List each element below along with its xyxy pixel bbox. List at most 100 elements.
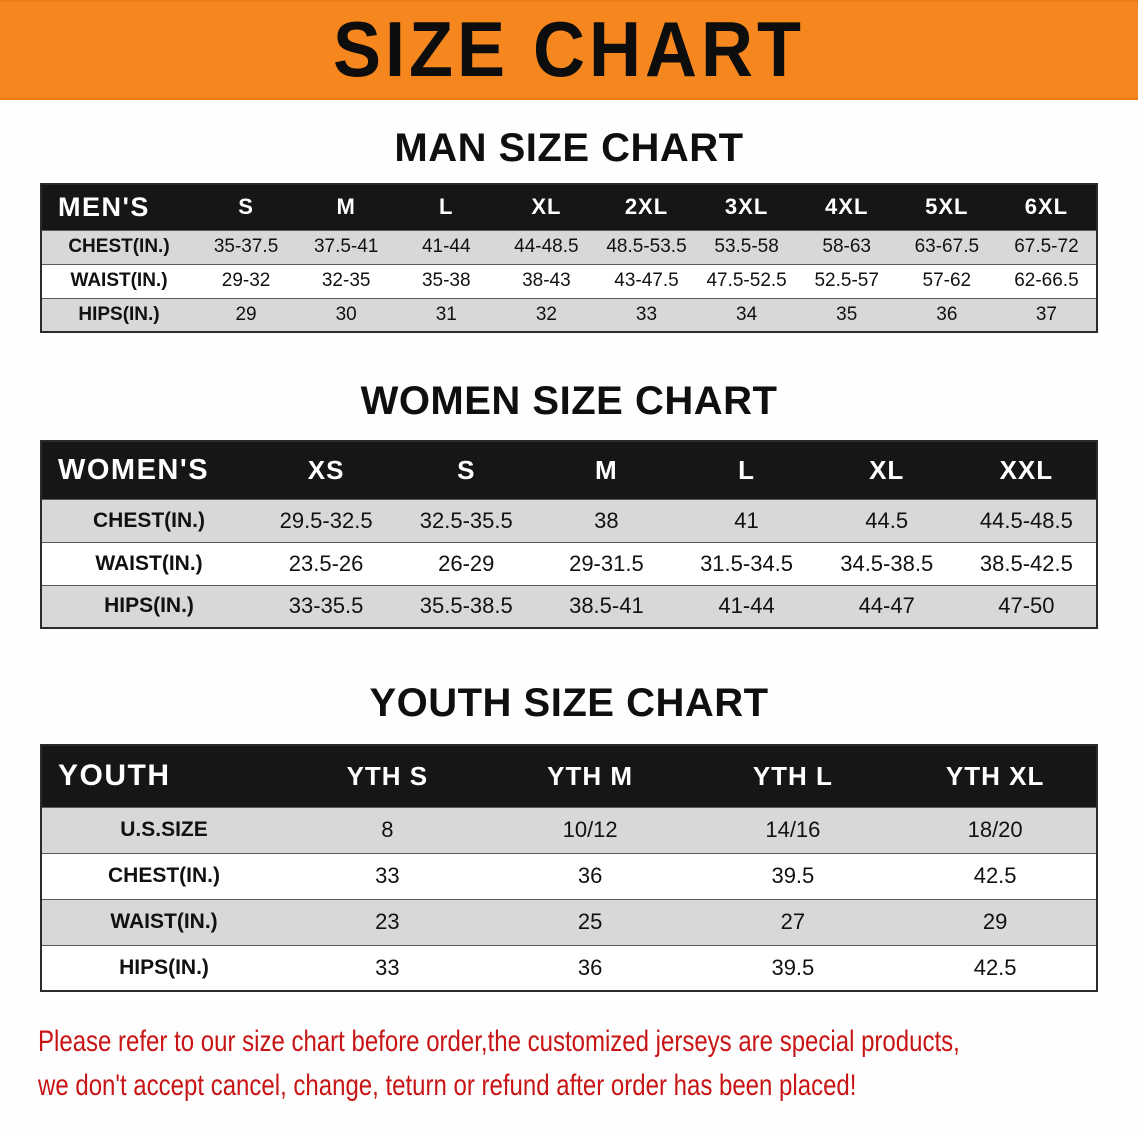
page-title: SIZE CHART (333, 6, 805, 94)
value-cell: 32-35 (321, 270, 371, 291)
value-cell: 38-43 (522, 270, 571, 291)
table-title-cell: YOUTH (58, 759, 171, 793)
value-cell: 41-44 (718, 593, 775, 619)
women-section-heading: WOMEN SIZE CHART (360, 379, 778, 423)
value-cell: 25 (577, 909, 603, 934)
value-cell: 27 (780, 909, 806, 934)
value-cell: 34.5-38.5 (840, 550, 934, 576)
value-cell: 31.5-34.5 (700, 550, 794, 576)
value-cell: 23.5-26 (288, 550, 364, 576)
size-header-cell: 5XL (925, 194, 969, 220)
youth-size-section: YOUTH SIZE CHART YOUTH YTH S YTH M YTH L YTH… (0, 681, 1138, 992)
value-cell: 8 (381, 817, 394, 842)
youth-section-heading: YOUTH SIZE CHART (369, 681, 769, 725)
table-row: U.S.SIZE 8 10/12 14/16 18/20 (41, 807, 1097, 853)
table-title-cell: WOMEN'S (58, 453, 210, 486)
table-row: WAIST(IN.) 23 25 27 29 (41, 899, 1097, 945)
size-header-cell: XXL (999, 454, 1054, 485)
table-row: CHEST(IN.) 35-37.5 37.5-41 41-44 44-48.5 48.5… (41, 230, 1097, 264)
table-row: HIPS(IN.) 33 36 39.5 42.5 (41, 945, 1097, 991)
value-cell: 35-37.5 (213, 236, 279, 257)
size-header-cell: YTH M (547, 760, 634, 791)
notice-line-1: Please refer to our size chart before or… (38, 1025, 960, 1058)
size-header-cell: XS (307, 454, 345, 485)
value-cell: 26-29 (438, 550, 495, 576)
women-size-section: WOMEN SIZE CHART WOMEN'S XS S M L XL XXL CHEST(… (0, 379, 1138, 629)
women-size-table: WOMEN'S XS S M L XL XXL CHEST(IN.) 29.5-32.5 32.5… (40, 440, 1098, 629)
row-label-cell: HIPS(IN.) (78, 303, 160, 325)
value-cell: 32 (535, 303, 557, 325)
size-header-cell: M (595, 454, 618, 485)
value-cell: 41 (734, 507, 759, 533)
table-header-row: MEN'S S M L XL 2XL 3XL 4XL 5XL 6XL (41, 184, 1097, 230)
value-cell: 29 (235, 303, 257, 325)
value-cell: 33 (635, 303, 658, 325)
value-cell: 38.5-42.5 (979, 550, 1073, 576)
value-cell: 38.5-41 (569, 593, 644, 619)
value-cell: 39.5 (771, 954, 815, 980)
value-cell: 42.5 (973, 863, 1017, 888)
value-cell: 33 (375, 954, 400, 980)
table-row: HIPS(IN.) 29 30 31 32 33 34 35 36 37 (41, 298, 1097, 332)
table-title-cell: MEN'S (58, 191, 150, 222)
size-header-cell: 2XL (624, 194, 669, 220)
value-cell: 44.5-48.5 (979, 507, 1073, 533)
value-cell: 35.5-38.5 (419, 593, 513, 619)
value-cell: 30 (335, 303, 357, 325)
row-label-cell: CHEST(IN.) (93, 508, 205, 532)
value-cell: 29-31.5 (569, 550, 644, 576)
table-row: HIPS(IN.) 33-35.5 35.5-38.5 38.5-41 41-44 44-… (41, 585, 1097, 628)
value-cell: 63-67.5 (914, 236, 980, 257)
row-label-cell: HIPS(IN.) (104, 594, 194, 618)
size-header-cell: S (238, 194, 254, 220)
value-cell: 43-47.5 (614, 270, 679, 291)
table-header-row: WOMEN'S XS S M L XL XXL (41, 441, 1097, 499)
table-row: WAIST(IN.) 23.5-26 26-29 29-31.5 31.5-34.5 34… (41, 542, 1097, 585)
value-cell: 33-35.5 (288, 593, 364, 619)
value-cell: 48.5-53.5 (606, 236, 687, 257)
value-cell: 14/16 (765, 817, 821, 842)
table-row: WAIST(IN.) 29-32 32-35 35-38 38-43 43-47.5 47.… (41, 264, 1097, 298)
value-cell: 36 (577, 863, 603, 888)
size-header-cell: 3XL (724, 194, 769, 220)
size-header-cell: 4XL (825, 194, 869, 220)
size-header-cell: M (336, 194, 356, 220)
row-label-cell: WAIST(IN.) (70, 270, 168, 291)
value-cell: 29.5-32.5 (279, 507, 373, 533)
value-cell: 34 (736, 303, 758, 325)
row-label-cell: WAIST(IN.) (110, 910, 218, 933)
value-cell: 47.5-52.5 (706, 270, 787, 291)
value-cell: 53.5-58 (714, 236, 779, 257)
value-cell: 32.5-35.5 (419, 507, 513, 533)
value-cell: 47-50 (998, 593, 1055, 619)
row-label-cell: WAIST(IN.) (95, 551, 203, 575)
size-header-cell: YTH XL (945, 760, 1045, 791)
banner: SIZE CHART (0, 0, 1138, 100)
value-cell: 35-38 (421, 270, 471, 291)
value-cell: 35 (836, 303, 858, 325)
value-cell: 33 (375, 863, 400, 888)
size-header-cell: L (738, 454, 755, 485)
value-cell: 36 (577, 954, 603, 980)
size-header-cell: XL (531, 194, 562, 220)
table-header-row: YOUTH YTH S YTH M YTH L YTH XL (41, 745, 1097, 807)
value-cell: 18/20 (967, 817, 1023, 842)
footer-notice: Please refer to our size chart before or… (38, 1020, 1138, 1108)
value-cell: 36 (936, 303, 958, 325)
value-cell: 57-62 (922, 270, 972, 291)
size-header-cell: YTH L (752, 760, 833, 791)
value-cell: 41-44 (421, 236, 471, 257)
value-cell: 38 (594, 507, 619, 533)
value-cell: 58-63 (822, 236, 872, 257)
row-label-cell: CHEST(IN.) (108, 864, 220, 887)
men-section-heading: MAN SIZE CHART (394, 126, 744, 170)
value-cell: 42.5 (973, 954, 1017, 980)
value-cell: 31 (435, 303, 457, 325)
value-cell: 29-32 (221, 270, 271, 291)
row-label-cell: U.S.SIZE (120, 818, 208, 841)
value-cell: 37 (1035, 303, 1057, 325)
value-cell: 10/12 (562, 817, 618, 842)
value-cell: 23 (375, 909, 400, 934)
row-label-cell: CHEST(IN.) (68, 236, 170, 257)
